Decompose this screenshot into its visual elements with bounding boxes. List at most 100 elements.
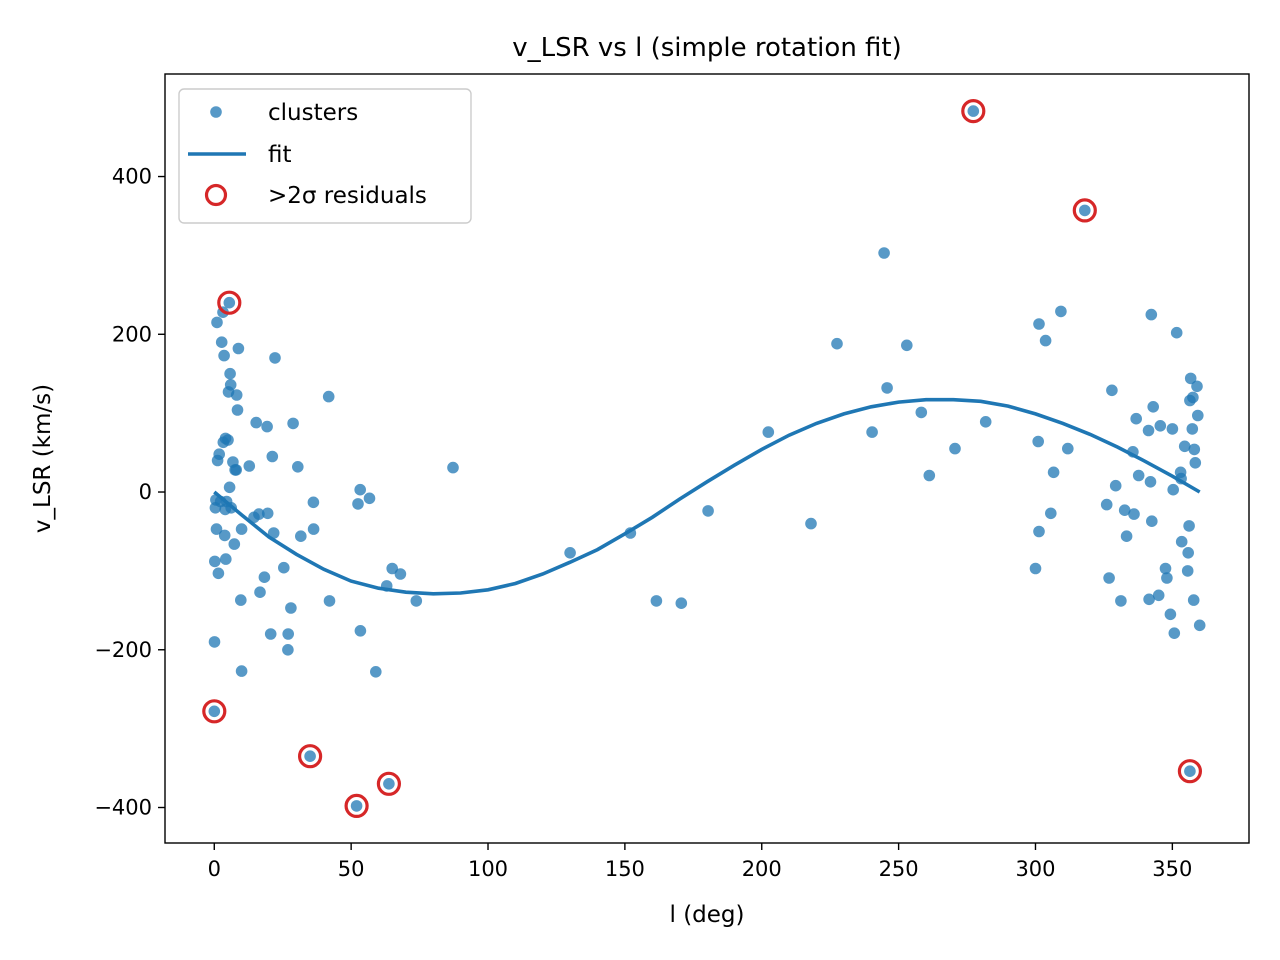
x-tick-label: 200 [742,857,782,881]
cluster-point [208,636,221,648]
residual-ring [961,98,986,124]
cluster-point [1152,589,1165,602]
cluster-point [350,800,363,812]
cluster-point [949,442,961,455]
cluster-point [261,507,274,520]
cluster-point [212,567,225,580]
cluster-point [223,296,236,309]
plot-frame [164,73,1250,844]
cluster-point [762,426,775,438]
cluster-point [211,316,223,329]
cluster-point [1184,765,1196,777]
cluster-point [1175,472,1187,485]
residual-ring [202,699,227,724]
cluster-point [1132,469,1145,482]
cluster-point [564,547,576,559]
cluster-point [354,483,367,496]
residual-rings-layer [202,98,1203,819]
cluster-point [1033,318,1045,330]
cluster-point [1032,435,1044,448]
cluster-point [1192,409,1204,422]
x-axis-label: l (deg) [670,902,745,928]
y-tick-label: 400 [112,165,152,189]
cluster-point [1106,384,1118,397]
cluster-point [307,496,320,509]
x-tick-label: 250 [879,857,919,881]
cluster-point [383,778,395,790]
x-tick-label: 150 [605,857,645,881]
cluster-point [1130,412,1142,425]
cluster-point [1079,204,1091,217]
cluster-point [218,349,230,362]
cluster-point [254,586,266,598]
cluster-point [1100,498,1113,511]
cluster-point [1143,593,1155,606]
cluster-point [410,595,423,607]
cluster-point [915,406,928,419]
cluster-point [923,469,936,482]
residual-ring [1177,759,1203,784]
cluster-point [225,502,237,514]
y-tick-label: 200 [112,322,152,346]
cluster-point [267,527,280,539]
cluster-point [1186,423,1199,435]
cluster-point [831,337,843,350]
cluster-point [250,416,262,429]
cluster-point [370,666,382,678]
cluster-point [258,571,271,583]
cluster-points-layer [208,105,1206,812]
cluster-point [1168,627,1181,639]
cluster-point [1039,334,1052,347]
cluster-point [264,628,277,640]
cluster-point [210,523,223,535]
residual-ring [344,793,369,819]
cluster-point [304,750,316,762]
cluster-point [1145,308,1158,321]
residual-ring [1072,198,1097,223]
residual-ring [217,290,242,315]
cluster-point [285,602,297,614]
x-axis-ticks: 0 50 100 150 200 250 300 350 [208,843,1192,881]
cluster-point [1103,572,1115,584]
cluster-point [266,450,279,463]
cluster-point [1167,483,1179,496]
cluster-point [650,595,663,607]
cluster-point [1047,466,1060,479]
cluster-point [224,379,237,391]
cluster-point [1178,440,1191,453]
x-tick-label: 50 [338,857,365,881]
x-tick-label: 350 [1152,857,1192,881]
cluster-point [287,417,299,430]
cluster-point [1183,520,1195,532]
cluster-point [235,665,248,677]
cluster-point [235,594,247,606]
cluster-point [261,420,273,433]
cluster-point [380,580,393,592]
cluster-point [215,336,228,349]
legend-label: clusters [268,100,358,126]
y-tick-label: −400 [94,796,152,820]
y-axis-label: v_LSR (km/s) [30,384,56,533]
cluster-point [322,390,335,403]
cluster-point [1193,619,1206,632]
cluster-point [1115,595,1127,607]
cluster-point [232,342,245,355]
cluster-point [323,595,336,607]
legend-label: >2σ residuals [268,183,427,209]
cluster-point [1142,424,1155,437]
cluster-point [282,628,295,640]
cluster-point [979,416,992,428]
cluster-point [702,505,714,517]
cluster-point [1146,515,1158,527]
cluster-point [307,523,320,535]
cluster-point [228,538,241,550]
cluster-point [352,498,364,510]
cluster-point [1128,508,1140,520]
cluster-point [1147,401,1159,413]
cluster-point [230,389,243,401]
cluster-point [1144,476,1157,488]
cluster-point [1045,507,1057,520]
cluster-point [1184,372,1197,385]
cluster-point [292,461,304,473]
